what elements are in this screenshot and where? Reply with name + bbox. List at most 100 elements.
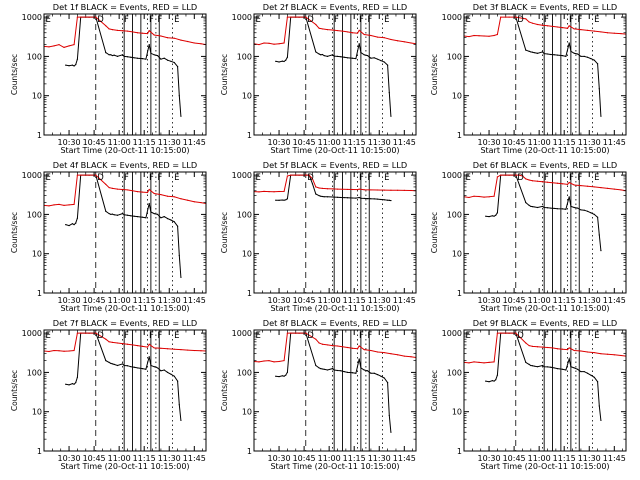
events-data-point [366, 198, 369, 200]
events-data-point [380, 375, 382, 377]
events-data-point [495, 379, 497, 381]
events-data-point [318, 367, 320, 369]
events-data-point [336, 55, 339, 58]
lld-data-point [607, 353, 609, 355]
event-marker-label: D [307, 331, 314, 341]
lld-data-point [600, 31, 602, 33]
events-data-point [351, 372, 354, 374]
event-marker-label: E [384, 173, 389, 183]
y-tick-label: 1 [247, 289, 252, 298]
lld-data-point [308, 174, 310, 176]
events-data-point [108, 361, 110, 363]
lld-data-point [131, 344, 134, 346]
lld-data-point [148, 30, 150, 32]
x-tick-label: 10:30 [268, 454, 291, 463]
events-data-point [370, 57, 372, 59]
events-data-point [343, 56, 345, 58]
events-data-point [318, 195, 320, 197]
y-tick-label: 10 [452, 92, 462, 101]
y-tick-label: 1000 [22, 171, 42, 180]
lld-data-point [268, 42, 270, 44]
chart-title: Det 8f BLACK = Events, RED = LLD [263, 318, 407, 328]
events-data-point [145, 58, 147, 60]
lld-data-point [376, 351, 379, 353]
events-data-point [111, 363, 114, 365]
events-data-point [166, 59, 169, 61]
events-data-point [363, 54, 365, 56]
x-tick-label: 10:45 [503, 138, 526, 147]
events-data-point [133, 57, 135, 59]
lld-data-point [321, 187, 324, 189]
lld-data-point [593, 351, 595, 354]
lld-data-point [536, 346, 539, 348]
events-data-point [148, 356, 150, 358]
lld-data-point [546, 25, 549, 27]
events-data-point [536, 52, 539, 54]
lld-data-point [58, 43, 60, 46]
x-tick-label: 11:15 [553, 296, 576, 305]
y-axis-label: Counts/sec [220, 212, 229, 253]
lld-data-point [403, 189, 405, 192]
x-tick-label: 11:00 [528, 296, 551, 305]
events-data-point [491, 215, 493, 217]
x-tick-label: 11:15 [343, 296, 366, 305]
lld-data-point [278, 190, 280, 193]
events-data-point [488, 215, 490, 218]
events-data-point [373, 57, 375, 59]
events-series-line [65, 174, 182, 278]
events-data-point [121, 212, 124, 215]
events-data-point [73, 224, 75, 226]
events-data-point [113, 214, 115, 216]
event-marker-label: F [359, 15, 364, 25]
lld-data-point [278, 360, 280, 363]
events-data-point [573, 52, 575, 54]
lld-data-point [556, 26, 559, 28]
events-data-point [561, 208, 564, 210]
y-tick-label: 10 [452, 408, 462, 417]
lld-data-point [108, 341, 110, 343]
y-tick-label: 100 [237, 210, 252, 219]
events-data-point [150, 211, 152, 213]
events-data-point [110, 213, 112, 216]
events-data-point [530, 364, 532, 367]
events-data-point [496, 374, 499, 376]
events-data-point [565, 369, 567, 371]
lld-data-point [48, 350, 50, 353]
plot-area [464, 14, 626, 135]
x-tick-label: 11:45 [603, 138, 626, 147]
lld-data-point [397, 354, 399, 356]
lld-data-point [268, 191, 270, 193]
x-tick-label: 11:00 [318, 138, 341, 147]
lld-data-point [273, 361, 275, 363]
x-tick-label: 10:30 [58, 454, 81, 463]
lld-data-point [607, 32, 609, 34]
events-data-point [318, 53, 320, 55]
events-data-point [533, 51, 535, 54]
lld-data-point [298, 332, 300, 334]
x-tick-label: 11:15 [133, 296, 156, 305]
x-tick-label: 10:45 [503, 454, 526, 463]
lld-data-point [116, 29, 119, 31]
event-marker-label: D [307, 173, 314, 183]
event-marker-label: F [149, 331, 154, 341]
event-marker-label: E [174, 173, 179, 183]
lld-data-point [290, 332, 292, 334]
lld-data-point [531, 22, 534, 24]
events-data-point [145, 217, 147, 219]
events-data-point [573, 206, 575, 209]
event-marker-label: E [466, 331, 471, 341]
lld-data-point [136, 345, 139, 347]
lld-data-point [160, 347, 162, 349]
lld-data-point [200, 350, 202, 352]
lld-data-point [160, 193, 162, 196]
plot-area [44, 330, 206, 451]
lld-data-point [488, 35, 490, 37]
events-series-line [65, 332, 182, 421]
events-data-point [360, 367, 362, 369]
events-data-point [311, 183, 314, 185]
event-marker-label: D [97, 331, 104, 341]
events-data-point [331, 367, 334, 370]
lld-data-point [473, 195, 475, 197]
lld-data-point [68, 204, 70, 206]
events-data-point [326, 369, 329, 371]
